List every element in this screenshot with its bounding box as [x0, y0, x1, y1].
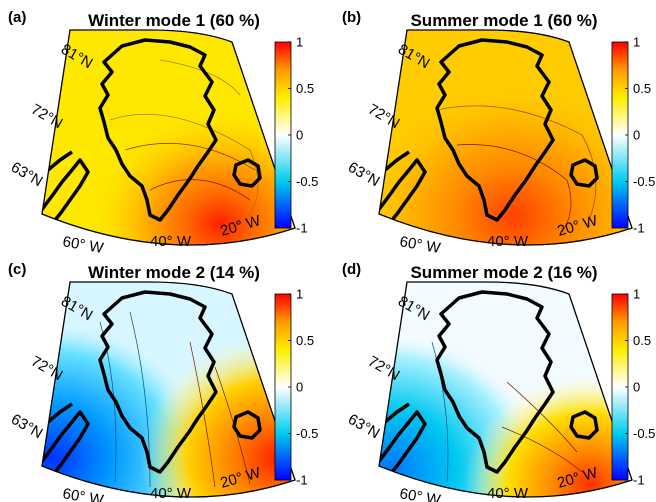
lat-label-b-2: 63°N — [345, 159, 383, 190]
map-frame-d — [378, 281, 633, 498]
lon-label-a-0: 60° W — [61, 233, 105, 257]
colorbar-tick-label-d-2: 0 — [633, 380, 640, 395]
lat-label-d-2: 63°N — [345, 411, 383, 442]
lon-label-c-1: 40° W — [150, 485, 192, 502]
colorbar-tick-label-b-0: 1 — [633, 35, 640, 50]
lon-label-c-0: 60° W — [61, 485, 105, 502]
lon-label-b-1: 40° W — [487, 233, 529, 250]
lon-label-a-1: 40° W — [150, 233, 192, 250]
colorbar-tick-label-d-3: -0.5 — [633, 426, 655, 441]
colorbar-tick-label-c-2: 0 — [296, 380, 303, 395]
panel-label-a: (a) — [8, 9, 26, 26]
colorbar-tick-label-b-3: -0.5 — [633, 174, 655, 189]
lat-label-a-2: 63°N — [8, 159, 46, 190]
colorbar-tick-label-c-0: 1 — [296, 287, 303, 302]
colorbar-tick-label-b-4: -1 — [633, 221, 645, 236]
map-frame-c — [41, 281, 296, 498]
panel-title-c: Winter mode 2 (14 %) — [88, 263, 260, 282]
panel-title-a: Winter mode 1 (60 %) — [88, 11, 260, 30]
panel-title-d: Summer mode 2 (16 %) — [410, 263, 597, 282]
colorbar-tick-label-a-3: -0.5 — [296, 174, 318, 189]
colorbar-tick-label-d-0: 1 — [633, 287, 640, 302]
lon-label-b-0: 60° W — [398, 233, 442, 257]
lat-label-c-2: 63°N — [8, 411, 46, 442]
colorbar-tick-label-c-1: 0.5 — [296, 333, 314, 348]
panel-label-d: (d) — [342, 261, 361, 278]
lon-label-d-1: 40° W — [487, 485, 529, 502]
lon-label-d-0: 60° W — [398, 485, 442, 502]
colorbar-layer: 1 0.5 0 -0.5 -1 1 0.5 0 -0.5 -1 1 0.5 0 -0.5 -1 1 0.5 0 -0… — [274, 35, 655, 488]
panel-label-c: (c) — [8, 261, 26, 278]
map-frame-a — [41, 29, 296, 246]
colorbar-tick-label-c-4: -1 — [296, 473, 308, 488]
panel-title-b: Summer mode 1 (60 %) — [410, 11, 597, 30]
colorbar-tick-label-c-3: -0.5 — [296, 426, 318, 441]
colorbar-tick-label-a-2: 0 — [296, 128, 303, 143]
colorbar-tick-label-a-4: -1 — [296, 221, 308, 236]
colorbar-tick-label-a-1: 0.5 — [296, 81, 314, 96]
colorbar-tick-label-b-1: 0.5 — [633, 81, 651, 96]
colorbar-tick-label-d-1: 0.5 — [633, 333, 651, 348]
map-frame-b — [378, 29, 633, 246]
colorbar-tick-label-b-2: 0 — [633, 128, 640, 143]
colorbar-tick-label-d-4: -1 — [633, 473, 645, 488]
panel-label-b: (b) — [342, 9, 361, 26]
colorbar-tick-label-a-0: 1 — [296, 35, 303, 50]
